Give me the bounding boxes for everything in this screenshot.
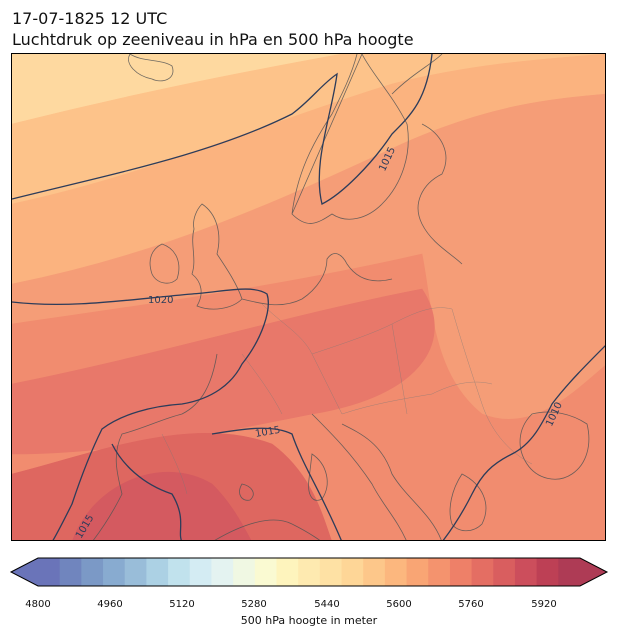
colorbar-outline — [9, 557, 609, 587]
colorbar-label: 500 hPa hoogte in meter — [240, 614, 378, 627]
colorbar-swatch — [211, 558, 234, 586]
isobar-line — [12, 54, 433, 205]
colorbar-swatch — [493, 558, 516, 586]
colorbar-swatch — [384, 558, 408, 586]
colorbar-swatch — [254, 558, 277, 586]
colorbar-swatch — [124, 558, 147, 586]
colorbar-swatch — [319, 558, 343, 586]
colorbar-swatch — [406, 558, 429, 586]
colorbar-extend-min — [11, 558, 38, 586]
colorbar-tick: 5440 — [314, 599, 340, 610]
map-datetime: 17-07-1825 12 UTC — [12, 9, 168, 28]
colorbar-swatch — [59, 558, 82, 586]
colorbar-swatch — [471, 558, 494, 586]
colorbar-swatch — [536, 558, 559, 586]
height-contour-fills — [12, 54, 605, 540]
colorbar-swatch — [81, 558, 104, 586]
colorbar-svg — [9, 557, 609, 587]
map-canvas: 1015 1020 1015 1015 1010 — [12, 54, 605, 540]
map-title: Luchtdruk op zeeniveau in hPa en 500 hPa… — [12, 30, 414, 49]
isobar-line — [111, 443, 183, 540]
colorbar-swatch — [168, 558, 191, 586]
colorbar — [9, 557, 609, 587]
colorbar-swatch — [363, 558, 386, 586]
isobar-line — [211, 427, 342, 540]
colorbar-swatch — [189, 558, 212, 586]
colorbar-swatch — [558, 558, 581, 586]
colorbar-swatch — [103, 558, 126, 586]
colorbar-swatch — [233, 558, 256, 586]
colorbar-tick: 4960 — [97, 599, 123, 610]
colorbar-tick: 4800 — [25, 599, 51, 610]
colorbar-swatch — [428, 558, 451, 586]
colorbar-tick: 5600 — [386, 599, 412, 610]
colorbar-swatch — [449, 558, 473, 586]
colorbar-swatch — [514, 558, 538, 586]
isobars — [12, 54, 605, 540]
coastlines — [93, 54, 590, 540]
colorbar-swatch — [146, 558, 169, 586]
isobar-label: 1015 — [254, 425, 281, 440]
isobar-label: 1020 — [148, 295, 173, 306]
isobar-line — [12, 288, 269, 540]
colorbar-tick: 5120 — [169, 599, 195, 610]
isobar-line — [442, 345, 605, 540]
colorbar-swatch — [298, 558, 321, 586]
colorbar-swatch — [341, 558, 364, 586]
colorbar-swatch — [276, 558, 299, 586]
height-band — [72, 471, 252, 540]
colorbar-tick: 5760 — [458, 599, 484, 610]
weather-map: 1015 1020 1015 1015 1010 — [11, 53, 606, 541]
colorbar-tick: 5280 — [241, 599, 267, 610]
colorbar-swatch — [38, 558, 61, 586]
colorbar-tick: 5920 — [531, 599, 557, 610]
colorbar-extend-max — [580, 558, 607, 586]
